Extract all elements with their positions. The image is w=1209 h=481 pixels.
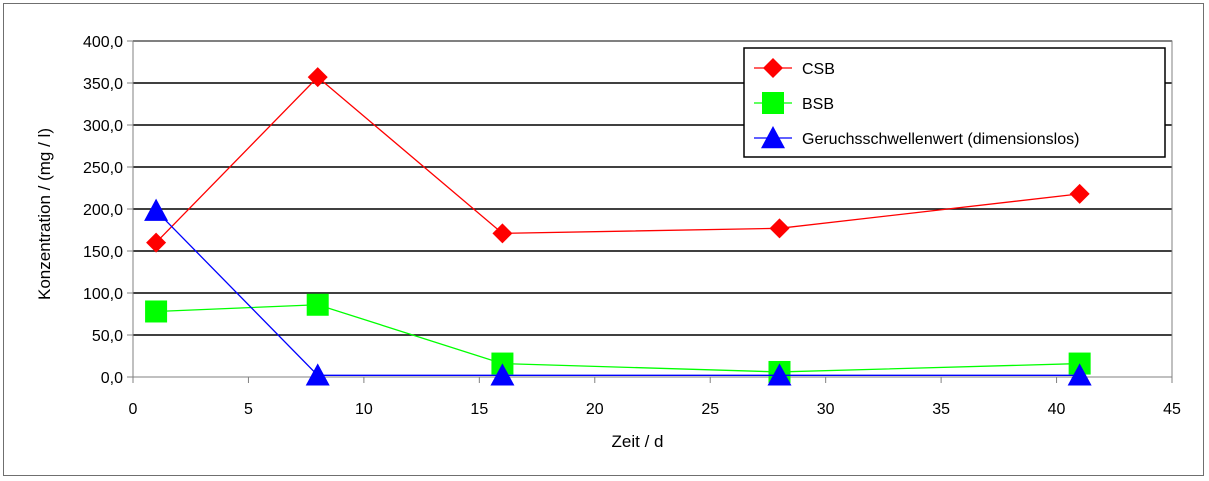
data-point	[305, 363, 330, 386]
data-point	[490, 363, 515, 386]
y-tick-label: 300,0	[83, 118, 123, 135]
legend-label: Geruchsschwellenwert (dimensionslos)	[802, 131, 1079, 148]
x-tick-label: 20	[586, 401, 604, 418]
legend-label: BSB	[802, 96, 834, 113]
legend: CSB BSB Geruchsschwellenwert (dimensionslo…	[743, 47, 1166, 158]
data-point	[769, 218, 790, 239]
legend-marker	[763, 58, 783, 78]
data-point	[1067, 363, 1092, 386]
data-point	[1069, 183, 1090, 204]
x-axis: 0 5 10 15 20 25 30 35 40 45	[129, 377, 1181, 418]
data-point	[146, 232, 167, 253]
legend-box	[743, 47, 1166, 158]
x-tick-label: 0	[129, 401, 138, 418]
x-tick-label: 5	[244, 401, 253, 418]
legend-item: CSB	[754, 58, 835, 78]
y-tick-label: 50,0	[92, 328, 123, 345]
data-point	[306, 293, 329, 316]
y-tick-label: 200,0	[83, 202, 123, 219]
legend-label: CSB	[802, 61, 835, 78]
y-axis: 0,0 50,0 100,0 150,0 200,0 250,0 300,0 350,0 400…	[83, 34, 133, 387]
data-point	[144, 198, 169, 221]
x-tick-label: 35	[932, 401, 950, 418]
series-2	[144, 198, 1092, 386]
legend-marker	[762, 92, 784, 114]
series	[144, 67, 1092, 386]
y-tick-label: 250,0	[83, 160, 123, 177]
y-axis-title: Konzentration / (mg / l)	[35, 128, 54, 300]
x-tick-label: 15	[470, 401, 488, 418]
legend-item: Geruchsschwellenwert (dimensionslos)	[754, 126, 1079, 149]
legend-marker	[761, 126, 785, 149]
data-point	[767, 363, 792, 386]
series-0	[146, 67, 1090, 253]
x-axis-title: Zeit / d	[612, 432, 664, 451]
data-point	[145, 300, 168, 323]
x-tick-label: 30	[817, 401, 835, 418]
y-tick-label: 150,0	[83, 244, 123, 261]
y-tick-label: 0,0	[101, 370, 123, 387]
x-tick-label: 45	[1163, 401, 1181, 418]
x-tick-label: 10	[355, 401, 373, 418]
y-tick-label: 100,0	[83, 286, 123, 303]
data-point	[307, 67, 328, 88]
x-tick-label: 25	[701, 401, 719, 418]
series-1	[145, 293, 1091, 383]
data-point	[492, 223, 513, 244]
y-tick-label: 350,0	[83, 76, 123, 93]
y-tick-label: 400,0	[83, 34, 123, 51]
legend-item: BSB	[754, 92, 834, 114]
series-line	[156, 304, 1080, 373]
x-tick-label: 40	[1048, 401, 1066, 418]
